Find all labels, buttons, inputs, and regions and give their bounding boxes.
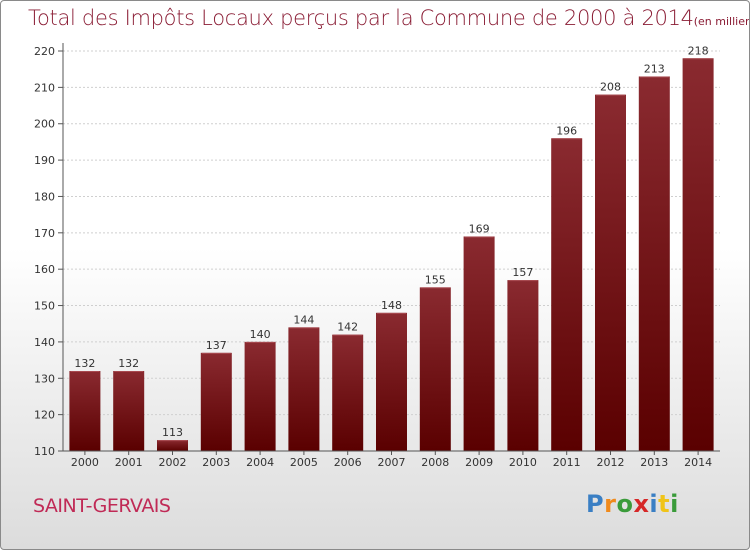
chart-title: Total des Impôts Locaux perçus par la Co… bbox=[28, 6, 750, 30]
y-tick-label: 180 bbox=[34, 190, 55, 203]
x-tick-label-2004: 2004 bbox=[246, 456, 274, 469]
bar-2014 bbox=[682, 58, 714, 451]
value-label-2000: 132 bbox=[74, 357, 95, 370]
bar-2012 bbox=[595, 94, 626, 452]
x-tick-label-2010: 2010 bbox=[509, 456, 537, 469]
logo-letter: t bbox=[658, 490, 671, 518]
y-tick-label: 220 bbox=[34, 45, 55, 58]
bar-2004 bbox=[244, 341, 276, 451]
x-tick-label-2007: 2007 bbox=[378, 456, 406, 469]
x-tick-label-2005: 2005 bbox=[290, 456, 318, 469]
y-tick-label: 150 bbox=[34, 300, 55, 313]
bar-2008 bbox=[419, 287, 451, 451]
bar-2002 bbox=[157, 440, 188, 451]
bar-2013 bbox=[638, 76, 670, 452]
x-tick-label-2006: 2006 bbox=[334, 456, 362, 469]
y-tick-label: 200 bbox=[34, 118, 55, 131]
value-label-2012: 208 bbox=[600, 81, 621, 94]
y-tick-label: 120 bbox=[34, 409, 55, 422]
bar-2006 bbox=[332, 334, 364, 451]
x-tick-label-2003: 2003 bbox=[202, 456, 230, 469]
value-label-2007: 148 bbox=[381, 299, 402, 312]
x-tick-label-2001: 2001 bbox=[115, 456, 143, 469]
axes bbox=[58, 43, 720, 455]
value-label-2014: 218 bbox=[688, 44, 709, 57]
value-label-2002: 113 bbox=[162, 426, 183, 439]
value-label-2003: 137 bbox=[206, 339, 227, 352]
x-tick-label-2012: 2012 bbox=[597, 456, 625, 469]
bar-2011 bbox=[551, 138, 583, 452]
logo-letter: P bbox=[586, 490, 605, 518]
logo-letter: o bbox=[616, 490, 634, 518]
x-tick-label-2002: 2002 bbox=[159, 456, 187, 469]
value-labels: 132 132 113 137 140 144 142 148 155 169 157 196 208 2… bbox=[74, 44, 708, 439]
bar-2005 bbox=[288, 327, 320, 451]
bar-2000 bbox=[69, 371, 101, 451]
x-tick-label-2008: 2008 bbox=[421, 456, 449, 469]
logo-letter: x bbox=[633, 490, 650, 518]
y-tick-labels: 110 120 130 140 150 160 170 180 190 200 210 220 bbox=[34, 45, 55, 458]
value-label-2010: 157 bbox=[512, 266, 533, 279]
logo-letter: i bbox=[670, 490, 679, 518]
value-label-2005: 144 bbox=[293, 313, 314, 326]
commune-name: SAINT-GERVAIS bbox=[33, 495, 171, 517]
proxiti-logo: Proxiti bbox=[586, 490, 679, 518]
value-label-2013: 213 bbox=[644, 62, 665, 75]
value-label-2001: 132 bbox=[118, 357, 139, 370]
bar-2009 bbox=[463, 236, 495, 451]
y-tick-label: 170 bbox=[34, 227, 55, 240]
y-tick-label: 130 bbox=[34, 372, 55, 385]
value-label-2008: 155 bbox=[425, 273, 446, 286]
x-tick-label-2014: 2014 bbox=[684, 456, 712, 469]
y-tick-label: 210 bbox=[34, 81, 55, 94]
bar-2001 bbox=[113, 371, 145, 451]
logo-letter: i bbox=[649, 490, 659, 518]
x-tick-labels: 2000 2001 2002 2003 2004 2005 2006 2007 2008 2009… bbox=[71, 456, 712, 469]
bar-2007 bbox=[376, 312, 407, 451]
y-tick-label: 140 bbox=[34, 336, 55, 349]
value-label-2004: 140 bbox=[250, 328, 271, 341]
x-tick-label-2011: 2011 bbox=[553, 456, 581, 469]
value-label-2006: 142 bbox=[337, 321, 358, 334]
chart-title-text: Total des Impôts Locaux perçus par la Co… bbox=[28, 6, 694, 30]
value-label-2011: 196 bbox=[556, 124, 577, 137]
x-tick-label-2000: 2000 bbox=[71, 456, 99, 469]
bar-2003 bbox=[200, 352, 232, 451]
bar-2010 bbox=[507, 280, 539, 451]
value-label-2009: 169 bbox=[469, 222, 490, 235]
y-tick-label: 110 bbox=[34, 445, 55, 458]
x-tick-label-2009: 2009 bbox=[465, 456, 493, 469]
x-tick-label-2013: 2013 bbox=[640, 456, 668, 469]
y-tick-label: 160 bbox=[34, 263, 55, 276]
bars bbox=[69, 58, 714, 452]
chart-unit-label: (en milliers d'€) bbox=[693, 15, 750, 28]
logo-letter: r bbox=[604, 490, 617, 518]
y-tick-label: 190 bbox=[34, 154, 55, 167]
